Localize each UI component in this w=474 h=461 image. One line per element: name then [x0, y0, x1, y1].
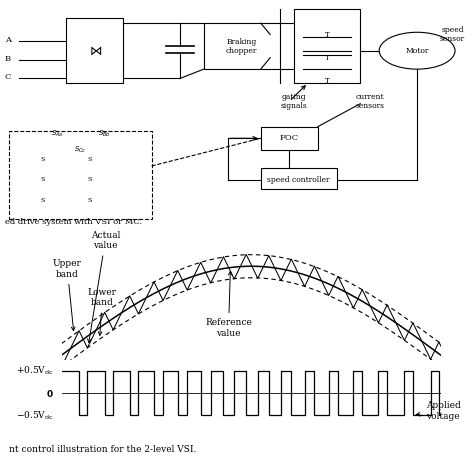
- Text: S: S: [88, 157, 92, 161]
- Bar: [261, 168, 337, 189]
- Text: Braking
chopper: Braking chopper: [226, 37, 257, 55]
- Text: speed
sensor: speed sensor: [439, 26, 465, 43]
- Text: $\mathbf{0}$: $\mathbf{0}$: [46, 388, 54, 398]
- Text: Lower
band: Lower band: [88, 288, 117, 335]
- Text: B: B: [5, 55, 11, 63]
- Text: $-$0.5V$_{\rm dc}$: $-$0.5V$_{\rm dc}$: [17, 409, 54, 421]
- Text: $S_{Cc}$: $S_{Cc}$: [74, 145, 87, 155]
- Text: A: A: [5, 36, 11, 44]
- Text: Motor: Motor: [405, 47, 429, 55]
- Bar: [204, 23, 280, 69]
- Text: $S_{Aa}$: $S_{Aa}$: [51, 129, 63, 139]
- Text: S: S: [88, 177, 92, 182]
- Text: S: S: [40, 157, 45, 161]
- Text: C: C: [5, 73, 11, 81]
- Text: T: T: [325, 53, 329, 62]
- Text: $S_{Bb}$: $S_{Bb}$: [98, 129, 110, 139]
- Text: $\bowtie$: $\bowtie$: [87, 44, 102, 57]
- Text: T: T: [325, 77, 329, 85]
- Bar: [66, 18, 123, 83]
- Text: current
sensors: current sensors: [355, 93, 384, 110]
- Bar: [261, 127, 318, 150]
- Text: Upper
band: Upper band: [53, 260, 82, 331]
- Text: speed controller: speed controller: [267, 176, 330, 184]
- Text: +0.5V$_{\rm dc}$: +0.5V$_{\rm dc}$: [17, 365, 54, 377]
- Text: Reference
value: Reference value: [205, 272, 252, 337]
- Text: gating
signals: gating signals: [281, 93, 307, 110]
- Text: S: S: [40, 198, 45, 203]
- Text: nt control illustration for the 2-level VSI.: nt control illustration for the 2-level …: [9, 445, 197, 454]
- Text: FOC: FOC: [280, 134, 299, 142]
- Text: Actual
value: Actual value: [88, 231, 120, 343]
- Text: S: S: [40, 177, 45, 182]
- Text: Applied
voltage: Applied voltage: [416, 402, 460, 421]
- Text: ed drive system with VSI or MC.: ed drive system with VSI or MC.: [5, 218, 142, 226]
- Text: S: S: [88, 198, 92, 203]
- Text: T: T: [325, 30, 329, 39]
- Bar: [9, 131, 152, 219]
- Bar: [294, 9, 360, 83]
